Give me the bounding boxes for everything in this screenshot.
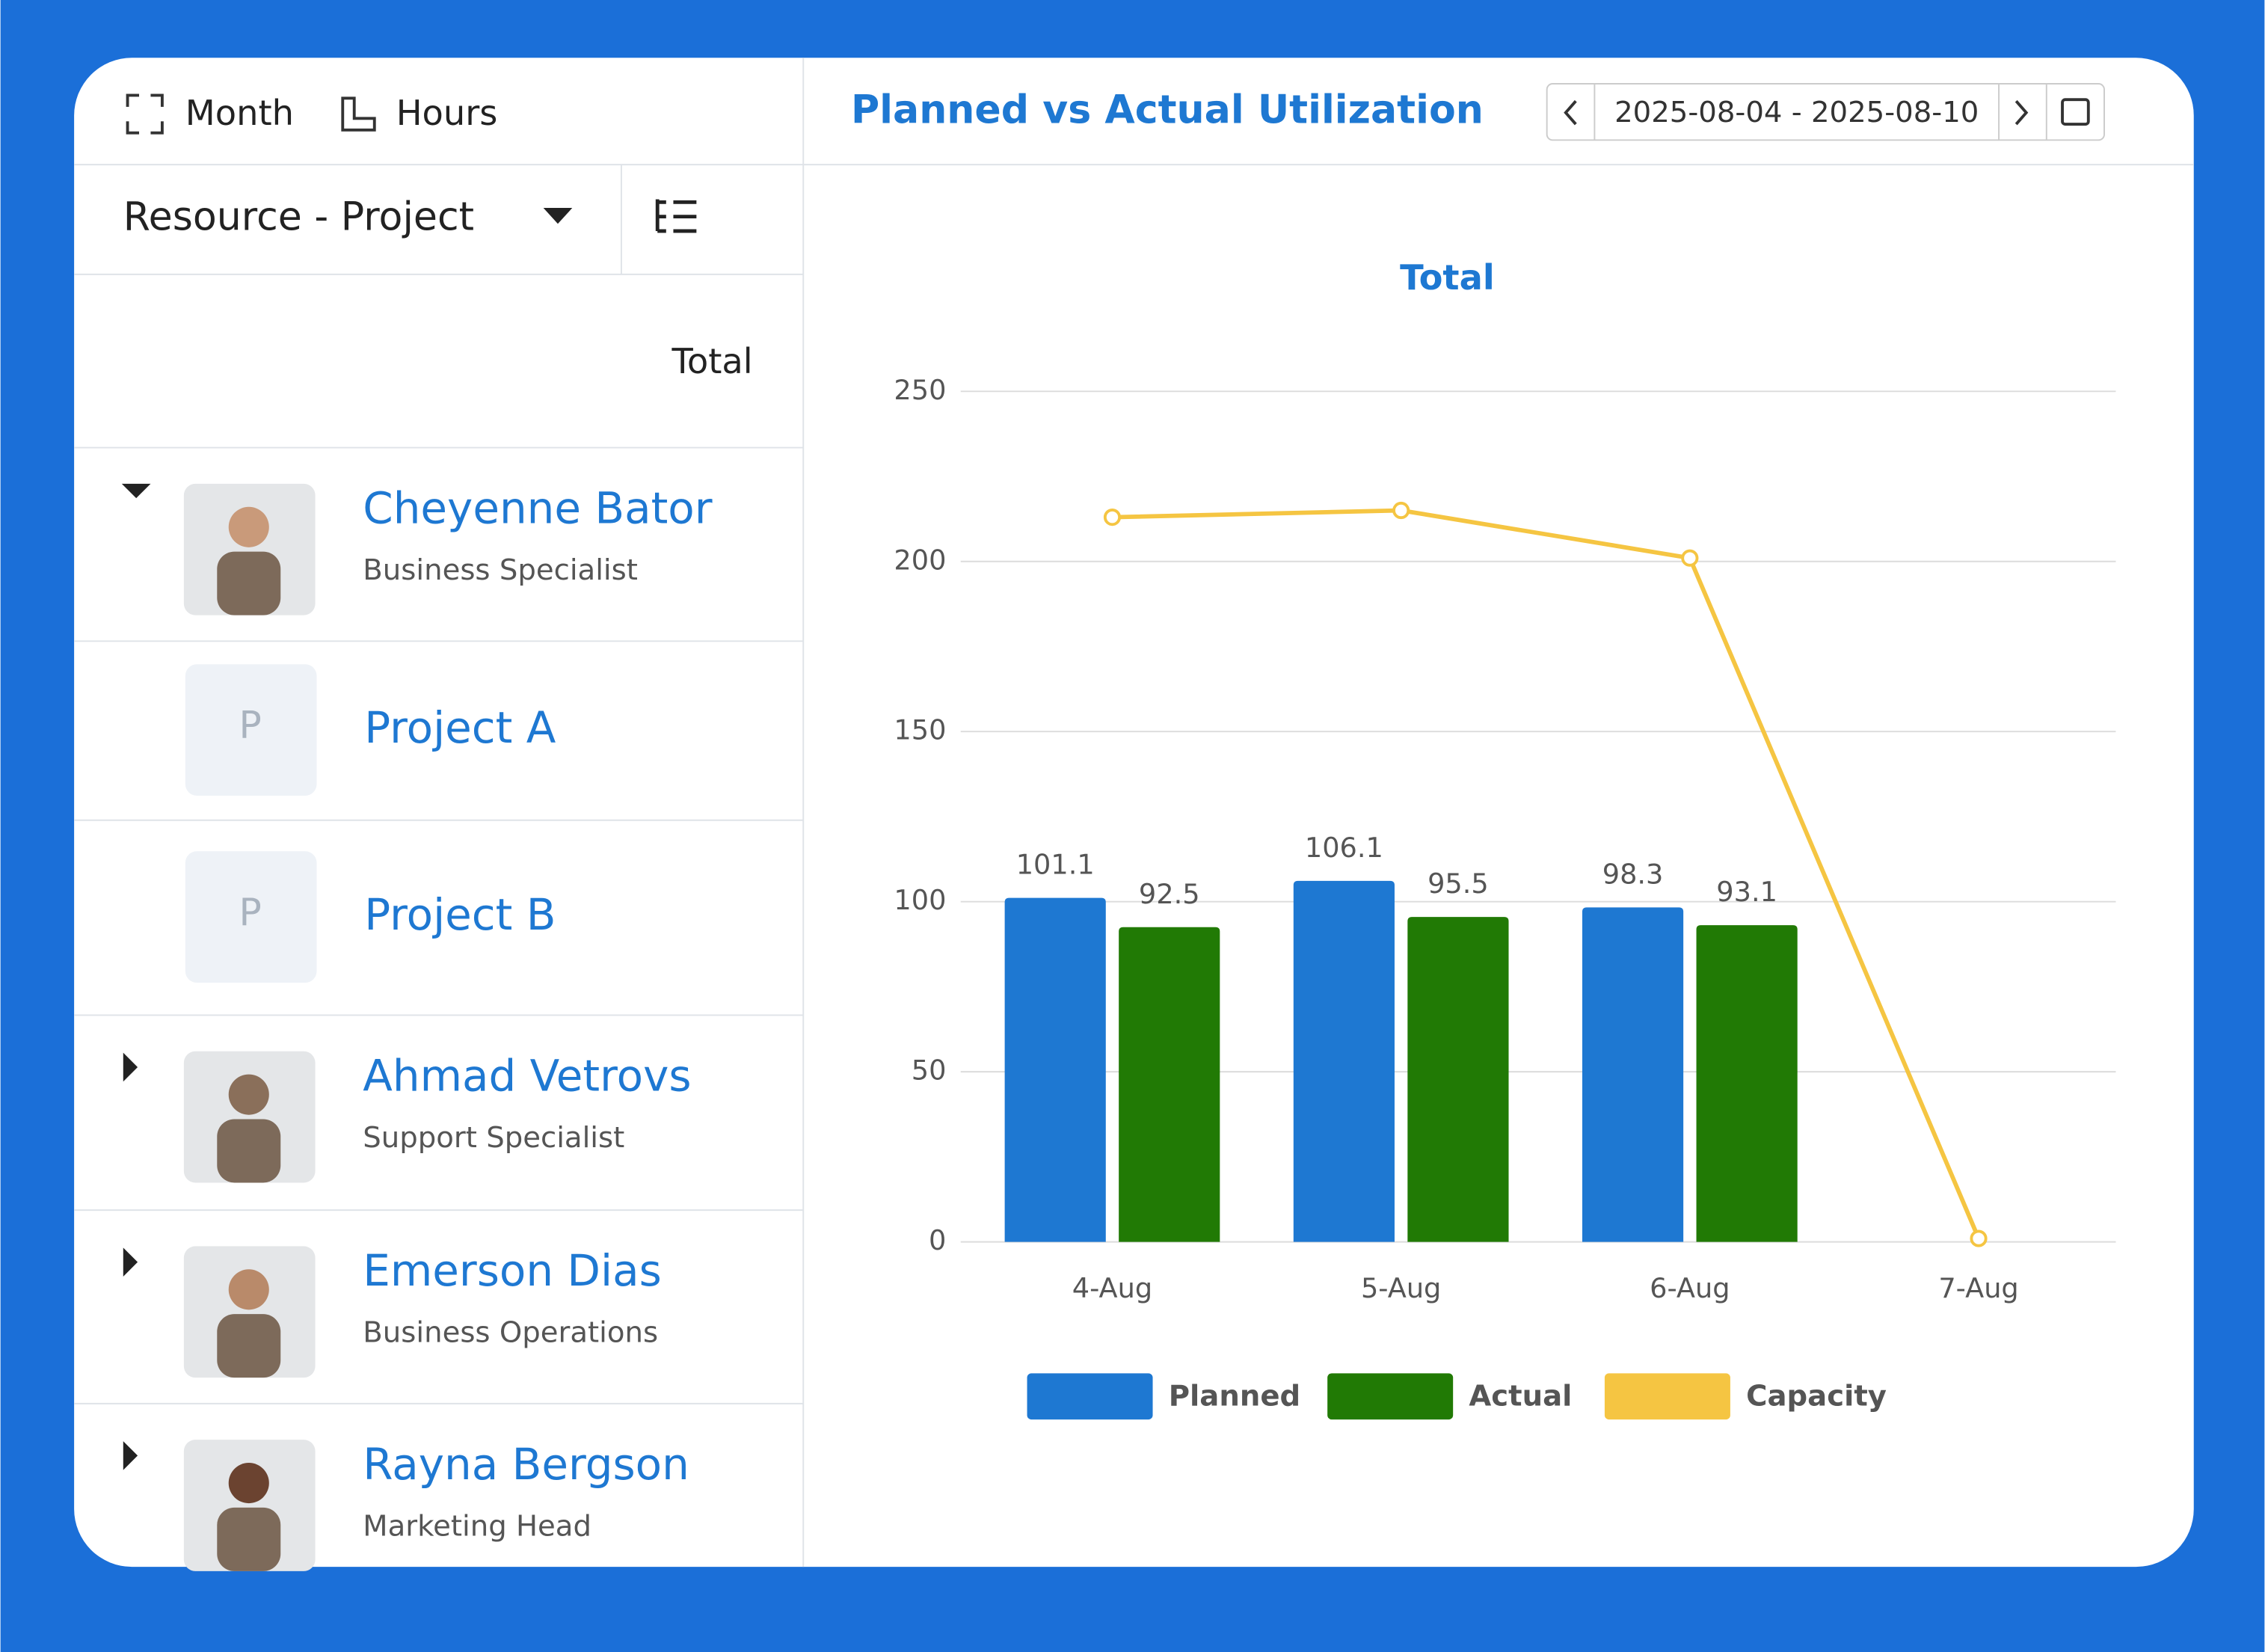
- avatar-face: [228, 1269, 269, 1310]
- resource-name[interactable]: Emerson Dias: [363, 1245, 661, 1296]
- legend-item[interactable]: Capacity: [1604, 1373, 1887, 1420]
- prev-button[interactable]: [1564, 99, 1577, 126]
- data-label: 93.1: [1716, 876, 1777, 908]
- data-label: 98.3: [1602, 858, 1664, 890]
- data-label: 92.5: [1139, 878, 1200, 910]
- month-button[interactable]: Month: [126, 93, 294, 135]
- x-tick-label: 6-Aug: [1650, 1272, 1730, 1304]
- x-tick-label: 7-Aug: [1938, 1272, 2018, 1304]
- page-title: Planned vs Actual Utilization: [851, 88, 1484, 133]
- resource-role: Marketing Head: [363, 1509, 591, 1543]
- project-name[interactable]: Project B: [364, 889, 556, 940]
- avatar-body: [217, 1119, 281, 1183]
- icon: [341, 96, 376, 132]
- bar: [1004, 897, 1106, 1242]
- expand-toggle[interactable]: [123, 1247, 138, 1277]
- avatar: [183, 483, 316, 615]
- chart-title: Total: [1400, 257, 1495, 298]
- y-tick-label: 200: [894, 544, 946, 576]
- resource-role: Business Operations: [363, 1316, 658, 1350]
- legend-swatch: [1027, 1373, 1153, 1420]
- y-tick-label: 250: [894, 374, 946, 406]
- legend-item[interactable]: Planned: [1027, 1373, 1301, 1420]
- y-tick-label: 150: [894, 714, 946, 746]
- y-tick-label: 50: [912, 1054, 947, 1087]
- resource-list: Cheyenne Bator Business Specialist P Projec…: [74, 483, 804, 1571]
- date-box: [1546, 83, 2105, 141]
- next-button[interactable]: [2014, 99, 2029, 126]
- hours-button[interactable]: Hours: [341, 93, 498, 133]
- column-header: Total: [671, 341, 752, 381]
- avatar-face: [228, 1074, 269, 1115]
- expand-toggle[interactable]: [123, 1052, 138, 1082]
- data-label: 101.1: [1016, 849, 1095, 881]
- project-initial: P: [239, 703, 262, 747]
- legend-swatch: [1327, 1373, 1454, 1420]
- dropdown-arrow[interactable]: [543, 208, 573, 224]
- y-tick-label: 0: [929, 1224, 946, 1256]
- data-label: 95.5: [1427, 868, 1489, 900]
- button-label: Month: [185, 93, 294, 133]
- project-avatar: [185, 664, 317, 796]
- project-avatar: [185, 851, 317, 983]
- bar: [1696, 925, 1798, 1242]
- bar: [1293, 880, 1395, 1242]
- project-name[interactable]: Project A: [364, 702, 556, 753]
- x-tick-label: 4-Aug: [1072, 1272, 1152, 1304]
- grouping-select[interactable]: Resource - Project: [123, 195, 474, 240]
- chart: Total 0 50 100 150 200 250 4-Aug 5-Aug 6-Aug 7-Aug…: [894, 257, 2116, 1420]
- tree-toggle[interactable]: [655, 199, 697, 233]
- avatar: [183, 1440, 316, 1571]
- legend-item[interactable]: Actual: [1327, 1373, 1572, 1420]
- resource-name[interactable]: Ahmad Vetrovs: [363, 1051, 691, 1102]
- resource-name[interactable]: Cheyenne Bator: [363, 483, 712, 534]
- point: [1103, 509, 1122, 526]
- project-initial: P: [239, 890, 262, 934]
- legend-label: Planned: [1169, 1380, 1300, 1413]
- avatar-body: [217, 1507, 281, 1571]
- avatar-face: [228, 1463, 269, 1504]
- point: [1392, 501, 1410, 520]
- resource-name[interactable]: Rayna Bergson: [363, 1439, 689, 1490]
- point: [1681, 549, 1699, 567]
- legend-swatch: [1604, 1373, 1730, 1420]
- avatar: [183, 1246, 316, 1378]
- legend-label: Actual: [1469, 1380, 1572, 1413]
- avatar-body: [217, 1314, 281, 1378]
- line: [1112, 508, 1981, 1240]
- avatar-face: [228, 506, 269, 547]
- resource-role: Business Specialist: [363, 553, 638, 587]
- bar: [1582, 907, 1684, 1242]
- bar: [1407, 917, 1509, 1242]
- button-label: Hours: [396, 93, 498, 133]
- expand-toggle[interactable]: [123, 1441, 138, 1470]
- avatar: [183, 1051, 316, 1183]
- y-tick-label: 100: [894, 884, 946, 916]
- resource-role: Support Specialist: [363, 1121, 624, 1155]
- x-tick-label: 5-Aug: [1361, 1272, 1441, 1304]
- data-label: 106.1: [1305, 832, 1383, 864]
- calendar-button[interactable]: [2061, 98, 2090, 126]
- icon: [126, 93, 164, 135]
- bar: [1119, 927, 1220, 1242]
- date-range: 2025-08-04 - 2025-08-10: [1614, 96, 1979, 129]
- date-picker: 2025-08-04 - 2025-08-10: [1546, 83, 2105, 141]
- point: [1970, 1229, 1988, 1247]
- collapse-toggle[interactable]: [121, 483, 151, 499]
- legend-label: Capacity: [1746, 1380, 1887, 1413]
- avatar-body: [217, 551, 281, 615]
